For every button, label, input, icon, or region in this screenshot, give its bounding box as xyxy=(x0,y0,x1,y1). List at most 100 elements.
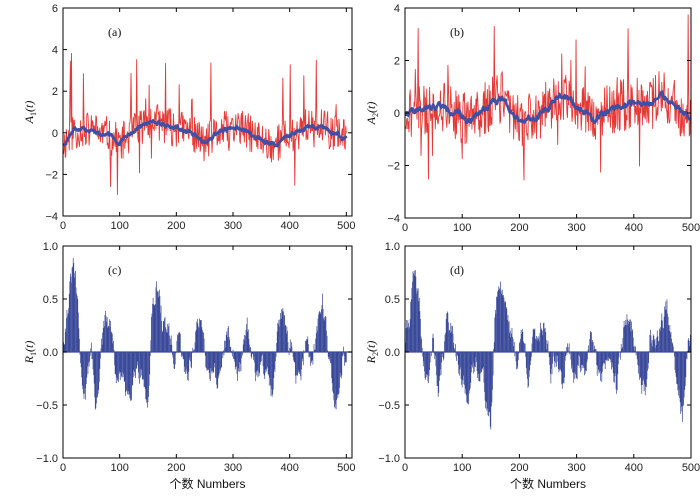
bar xyxy=(675,352,677,377)
bar xyxy=(412,281,413,352)
bar xyxy=(80,352,81,364)
bar xyxy=(264,352,266,370)
bar xyxy=(249,344,250,352)
bar xyxy=(672,343,674,352)
bar xyxy=(126,352,128,391)
bar xyxy=(627,319,628,352)
bar xyxy=(688,338,690,352)
bar xyxy=(305,340,306,352)
bar xyxy=(562,352,564,384)
bar xyxy=(327,350,328,352)
bar xyxy=(244,340,246,352)
bar xyxy=(615,352,616,374)
bar xyxy=(267,352,268,367)
bar xyxy=(454,343,456,352)
bar xyxy=(511,328,513,352)
bar xyxy=(642,352,644,381)
bar xyxy=(618,352,620,358)
bar xyxy=(447,313,449,352)
bar xyxy=(456,352,457,361)
bar xyxy=(503,297,505,352)
bar xyxy=(418,297,420,352)
bar xyxy=(339,352,341,373)
bar xyxy=(565,352,567,356)
bar xyxy=(239,352,241,373)
bar xyxy=(177,335,179,352)
bar xyxy=(255,352,257,376)
bar xyxy=(683,352,684,406)
bar xyxy=(194,342,196,352)
bar xyxy=(298,352,300,375)
bar xyxy=(337,352,339,398)
bar xyxy=(623,327,624,352)
bar xyxy=(680,352,682,407)
x-tick-label: 300 xyxy=(567,222,585,234)
bar xyxy=(602,352,604,366)
bar xyxy=(600,352,601,381)
x-tick-label: 500 xyxy=(337,220,355,232)
bar xyxy=(470,352,472,373)
bar xyxy=(440,352,441,370)
bar xyxy=(340,352,342,379)
bar xyxy=(511,333,512,352)
x-tick-label: 0 xyxy=(60,220,66,232)
bar xyxy=(556,352,557,367)
bar xyxy=(79,338,80,352)
bar xyxy=(644,352,646,396)
bar xyxy=(268,352,270,386)
bar xyxy=(645,352,647,387)
bar xyxy=(680,352,682,414)
bar xyxy=(164,318,165,352)
bar xyxy=(573,352,575,383)
bar xyxy=(205,352,207,368)
bar xyxy=(259,352,261,365)
y-tick-label: −0.5 xyxy=(36,400,58,412)
bar xyxy=(226,337,228,352)
bar xyxy=(248,338,250,352)
bar xyxy=(414,270,416,352)
bar xyxy=(646,352,647,388)
bar xyxy=(322,308,324,352)
bar xyxy=(313,344,315,352)
bar xyxy=(410,299,412,352)
bar xyxy=(453,342,454,352)
x-tick-label: 200 xyxy=(167,462,185,474)
bar xyxy=(119,352,121,381)
bar xyxy=(279,326,280,352)
bar xyxy=(204,352,206,356)
bar xyxy=(119,352,121,372)
bar xyxy=(500,290,502,352)
bar xyxy=(143,352,144,380)
y-tick-label: −2 xyxy=(45,169,58,181)
bar xyxy=(563,352,564,383)
bar xyxy=(603,352,604,364)
bar xyxy=(276,342,277,352)
bar xyxy=(426,352,428,375)
bar xyxy=(628,321,630,352)
bar xyxy=(540,328,542,352)
bar xyxy=(520,330,522,352)
bar xyxy=(428,352,430,377)
bar xyxy=(116,352,118,378)
bar xyxy=(592,340,593,352)
bar xyxy=(448,322,449,352)
bar xyxy=(280,313,281,352)
bar xyxy=(283,314,285,352)
bar xyxy=(318,314,319,352)
bar xyxy=(321,309,322,352)
bar xyxy=(516,352,518,367)
bar xyxy=(120,352,122,373)
bar xyxy=(130,352,131,401)
bar xyxy=(545,340,547,352)
bar xyxy=(98,352,100,390)
bar xyxy=(460,352,462,379)
bar xyxy=(605,352,607,361)
bar xyxy=(63,342,64,352)
bar xyxy=(419,311,421,352)
bar xyxy=(179,333,181,352)
series-raw-a xyxy=(63,53,347,196)
bar xyxy=(214,352,216,368)
y-tick-label: 0.5 xyxy=(43,294,58,306)
bar xyxy=(532,329,534,352)
bar xyxy=(580,352,581,373)
